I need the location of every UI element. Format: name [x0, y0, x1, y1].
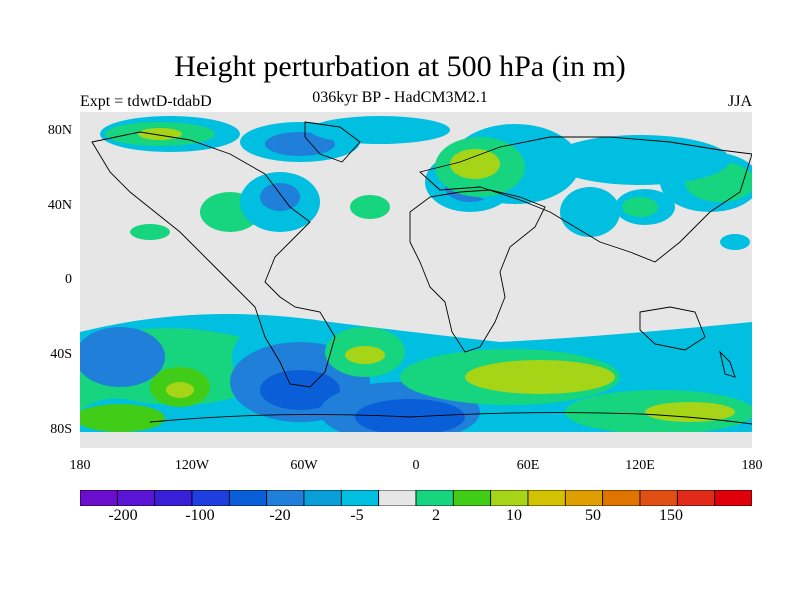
map-panel — [80, 112, 752, 448]
lat-tick-label: 80N — [47, 123, 72, 138]
colorbar-swatch — [191, 490, 230, 506]
colorbar-label: -20 — [269, 507, 291, 524]
lat-tick-label: 40S — [50, 347, 72, 362]
colorbar-swatch — [116, 490, 156, 506]
lat-tick-label: 0 — [65, 272, 72, 287]
experiment-label: Expt = tdwtD-tdabD — [80, 93, 212, 110]
lon-tick-label: 120W — [174, 458, 210, 473]
colorbar-swatch — [676, 490, 716, 506]
colorbar-swatch — [303, 490, 342, 506]
colorbar-swatch — [228, 490, 268, 506]
colorbar-label: 50 — [585, 507, 601, 524]
colorbar-swatch — [378, 490, 417, 506]
colorbar-swatch — [490, 490, 529, 506]
lon-tick-label: 60W — [290, 458, 318, 473]
season-label: JJA — [727, 93, 752, 110]
lat-tick-label: 80S — [50, 422, 72, 437]
colorbar-label: -100 — [185, 507, 215, 524]
plot-title: Height perturbation at 500 hPa (in m) — [174, 50, 626, 83]
colorbar-label: 10 — [506, 507, 522, 524]
colorbar-swatch — [714, 490, 752, 506]
colorbar-swatch — [527, 490, 566, 506]
lon-tick-label: 120E — [625, 458, 655, 473]
map-svg — [80, 112, 752, 448]
colorbar-swatch — [154, 490, 193, 506]
lon-tick-label: 180 — [741, 458, 763, 473]
lon-tick-label: 0 — [412, 458, 420, 473]
colorbar-swatch — [602, 490, 641, 506]
colorbar-label: 150 — [659, 507, 683, 524]
coastlines — [91, 121, 752, 425]
colorbar-swatch — [340, 490, 380, 506]
lon-tick-label: 60E — [516, 458, 540, 473]
lon-tick-label: 180 — [69, 458, 91, 473]
colorbar-swatch — [564, 490, 604, 506]
colorbar-label: 2 — [432, 507, 440, 524]
lat-tick-label: 40N — [47, 198, 72, 213]
colorbar-swatch — [266, 490, 305, 506]
colorbar-label: -200 — [108, 507, 138, 524]
contour-fields — [80, 116, 752, 448]
colorbar-swatch — [452, 490, 492, 506]
colorbar — [80, 490, 752, 506]
colorbar-swatch — [415, 490, 454, 506]
plot-subtitle: 036kyr BP - HadCM3M2.1 — [312, 89, 488, 106]
colorbar-swatch — [639, 490, 678, 506]
colorbar-swatch — [80, 490, 118, 506]
colorbar-label: -5 — [350, 507, 364, 524]
